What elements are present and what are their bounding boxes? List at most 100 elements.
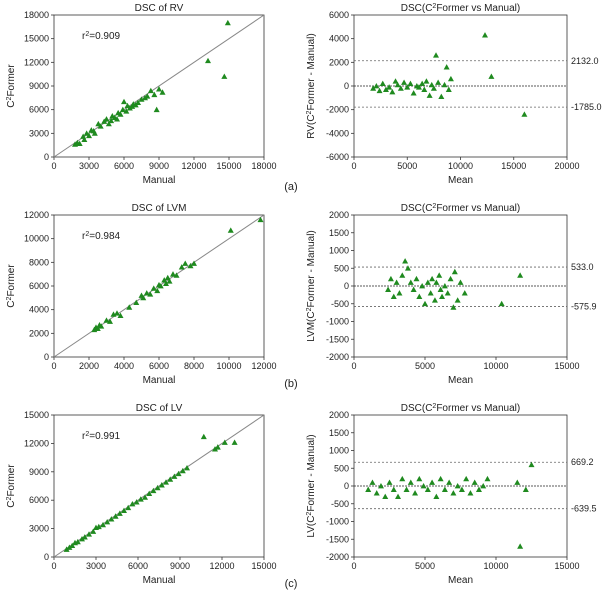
data-point xyxy=(221,73,228,79)
data-point xyxy=(163,479,169,485)
y-tick-label: 9000 xyxy=(29,467,49,477)
data-point xyxy=(424,486,431,492)
chart-6: DSC(C2Former vs Manual)0 5000 10000 15000-2… xyxy=(306,403,597,587)
data-point xyxy=(402,258,409,264)
data-point xyxy=(480,483,487,489)
data-point xyxy=(100,521,106,528)
data-point xyxy=(441,81,448,88)
data-point xyxy=(151,91,158,98)
data-point xyxy=(69,542,76,549)
x-axis-label: Manual xyxy=(143,575,176,586)
data-point xyxy=(157,283,164,289)
y-tick-label: -1500 xyxy=(326,334,349,344)
y-tick-label: 4000 xyxy=(329,34,349,44)
data-point xyxy=(426,92,433,98)
data-point xyxy=(420,483,427,489)
data-point xyxy=(385,286,392,292)
y-tick-label: 0 xyxy=(44,352,49,362)
x-tick-label: 0 xyxy=(51,161,56,171)
data-point xyxy=(522,486,529,492)
data-point xyxy=(424,279,431,285)
data-point xyxy=(475,486,482,492)
data-point xyxy=(389,88,396,95)
data-point xyxy=(419,283,426,289)
data-point xyxy=(154,287,161,294)
data-point xyxy=(142,494,148,500)
x-tick-label: 10000 xyxy=(448,161,473,171)
data-point xyxy=(450,490,457,496)
data-point xyxy=(454,297,461,303)
x-tick-label: 10000 xyxy=(216,361,241,371)
x-tick-label: 0 xyxy=(351,561,356,571)
data-point xyxy=(214,444,221,450)
y-tick-label: 2000 xyxy=(29,328,49,338)
data-point xyxy=(407,279,414,285)
x-tick-label: 15000 xyxy=(554,361,579,371)
y-tick-label: 2000 xyxy=(329,410,349,420)
data-point xyxy=(390,293,397,300)
y-tick-label: -1000 xyxy=(326,517,349,527)
data-point xyxy=(104,518,111,525)
data-point xyxy=(182,260,189,266)
data-point xyxy=(143,290,150,296)
y-tick-label: 1500 xyxy=(329,428,349,438)
data-point xyxy=(439,293,446,300)
chart-title: DSC of LV xyxy=(136,403,183,414)
y-tick-label: 6000 xyxy=(29,105,49,115)
data-point xyxy=(178,264,185,270)
chart-1: DSC of RV 0 3000 6000 9000 12000 15000 18000 0 30… xyxy=(6,3,277,186)
limit-of-agreement-label: 533.0 xyxy=(571,262,594,272)
data-point xyxy=(66,544,73,550)
data-point xyxy=(407,479,414,485)
data-point xyxy=(173,272,180,278)
data-point xyxy=(114,116,120,122)
data-point xyxy=(454,483,461,489)
x-tick-label: 8000 xyxy=(184,361,204,371)
x-tick-label: 6000 xyxy=(128,561,148,571)
chart-title: DSC(C2Former vs Manual) xyxy=(401,403,520,415)
data-point xyxy=(396,290,403,296)
data-point xyxy=(441,283,448,289)
y-tick-label: -6000 xyxy=(326,152,349,162)
limit-of-agreement-label: -1785.0 xyxy=(571,102,602,112)
data-point xyxy=(369,479,376,485)
x-tick-label: 9000 xyxy=(149,161,169,171)
data-point xyxy=(467,490,474,496)
data-point xyxy=(167,476,174,482)
data-point xyxy=(517,543,524,549)
data-point xyxy=(95,523,102,530)
data-point xyxy=(422,300,428,307)
data-point xyxy=(433,52,440,58)
data-point xyxy=(431,297,438,303)
data-point xyxy=(135,99,141,105)
data-point xyxy=(114,310,120,316)
data-point xyxy=(133,499,140,505)
data-point xyxy=(377,483,384,489)
x-tick-label: 12000 xyxy=(251,361,276,371)
data-point xyxy=(147,291,154,297)
data-point xyxy=(108,117,115,124)
x-tick-label: 12000 xyxy=(181,161,206,171)
r-squared-label: r2=0.909 xyxy=(82,31,121,43)
data-point xyxy=(74,538,81,545)
data-point xyxy=(170,271,176,277)
x-axis-label: Manual xyxy=(143,375,176,386)
x-tick-label: 18000 xyxy=(251,161,276,171)
data-point xyxy=(231,439,238,445)
data-point xyxy=(419,80,426,87)
data-point xyxy=(140,294,147,301)
r-squared-label: r2=0.991 xyxy=(82,431,121,443)
data-point xyxy=(184,465,190,471)
x-tick-label: 5000 xyxy=(415,561,435,571)
data-point xyxy=(146,490,153,496)
y-tick-label: 3000 xyxy=(29,128,49,138)
y-tick-label: -500 xyxy=(331,299,349,309)
y-tick-label: 12000 xyxy=(24,210,49,220)
data-point xyxy=(433,279,440,285)
data-point xyxy=(63,546,70,552)
data-point xyxy=(125,504,132,511)
data-point xyxy=(112,513,119,519)
x-tick-label: 6000 xyxy=(149,361,169,371)
data-point xyxy=(91,130,98,136)
